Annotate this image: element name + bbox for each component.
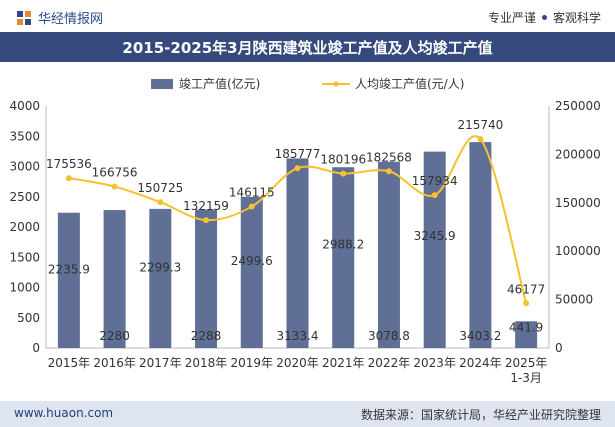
bar-value-label: 3133.4 — [277, 329, 319, 343]
line-value-label: 180196 — [320, 153, 366, 167]
x-tick-label: 2017年 — [139, 356, 182, 370]
line-point — [111, 183, 118, 190]
line-point — [157, 199, 164, 206]
bar-value-label: 3403.2 — [459, 329, 501, 343]
bar — [423, 151, 446, 348]
line-point — [203, 217, 210, 224]
y-right-tick-label: 250000 — [555, 99, 601, 113]
line-point — [385, 168, 392, 175]
x-tick-label: 2016年 — [93, 356, 136, 370]
x-tick-label: 2018年 — [185, 356, 228, 370]
legend-line-label: 人均竣工产值(元/人) — [355, 76, 464, 91]
bar — [149, 208, 172, 348]
y-right-tick-label: 0 — [555, 341, 563, 355]
bar — [57, 212, 80, 348]
line-series-path — [68, 135, 528, 304]
bar-value-label: 2499.6 — [231, 254, 273, 268]
footer-site-link[interactable]: www.huaon.com — [14, 406, 114, 420]
x-tick-label: 2025年 — [505, 356, 548, 370]
x-tick-label: 2015年 — [48, 356, 91, 370]
line-value-label: 182568 — [366, 150, 412, 164]
x-tick-label: 1-3月 — [510, 371, 542, 385]
line-value-label: 132159 — [183, 199, 229, 213]
y-left-tick-label: 0 — [32, 341, 40, 355]
bar — [103, 210, 126, 348]
line-value-label: 215740 — [458, 118, 504, 132]
line-value-label: 157934 — [412, 174, 458, 188]
y-left-tick-label: 3500 — [9, 129, 40, 143]
bar-value-label: 2280 — [99, 329, 130, 343]
line-value-label: 185777 — [275, 147, 321, 161]
line-value-label: 46177 — [507, 282, 545, 296]
x-tick-label: 2020年 — [276, 356, 319, 370]
x-tick-label: 2022年 — [368, 356, 411, 370]
line-value-label: 150725 — [137, 181, 183, 195]
legend-bar-swatch — [151, 79, 173, 89]
bar — [515, 321, 538, 348]
y-left-tick-label: 2000 — [9, 220, 40, 234]
line-point — [477, 136, 484, 143]
bar-value-label: 2235.9 — [48, 263, 90, 277]
bar — [286, 158, 309, 348]
chart-title-bar: 2015-2025年3月陕西建筑业竣工产值及人均竣工产值 — [0, 32, 615, 62]
bar-value-label: 441.9 — [509, 320, 543, 334]
line-value-label: 175536 — [46, 157, 92, 171]
x-tick-label: 2023年 — [413, 356, 456, 370]
y-left-tick-label: 2500 — [9, 190, 40, 204]
separator-dot-icon — [541, 15, 547, 20]
line-point — [248, 203, 255, 210]
legend-bar-label: 竣工产值(亿元) — [179, 76, 260, 91]
brand[interactable]: 华经情报网 — [16, 8, 103, 27]
y-left-tick-label: 4000 — [9, 99, 40, 113]
x-tick-label: 2019年 — [230, 356, 273, 370]
y-right-tick-label: 50000 — [555, 293, 593, 307]
bar-value-label: 2299.3 — [139, 260, 181, 274]
y-left-tick-label: 1000 — [9, 281, 40, 295]
top-bar: 华经情报网 专业严谨 客观科学 — [0, 0, 615, 32]
brand-name: 华经情报网 — [38, 12, 104, 27]
y-right-tick-label: 200000 — [555, 147, 601, 161]
line-value-label: 166756 — [92, 166, 138, 180]
slogan: 专业严谨 客观科学 — [488, 9, 601, 26]
chart-svg: 竣工产值(亿元) 人均竣工产值(元/人) 0 500 1000 1500 2000 2500 3… — [9, 76, 601, 385]
bar — [469, 142, 492, 348]
x-tick-label: 2024年 — [459, 356, 502, 370]
bar-value-label: 3245.9 — [414, 229, 456, 243]
y-right-tick-label: 150000 — [555, 196, 601, 210]
line-value-label: 146115 — [229, 186, 275, 200]
slogan-left: 专业严谨 — [487, 11, 536, 25]
bar-value-label: 3078.8 — [368, 329, 410, 343]
line-point — [523, 300, 530, 307]
bar-value-label: 2288 — [191, 329, 222, 343]
footer-source: 数据来源：国家统计局，华经产业研究院整理 — [360, 408, 601, 422]
bar — [195, 209, 218, 348]
line-point — [340, 170, 347, 177]
y-left-tick-label: 3000 — [9, 160, 40, 174]
bar — [240, 196, 263, 348]
x-tick-label: 2021年 — [322, 356, 365, 370]
line-point — [431, 192, 438, 199]
brand-logo-icon — [17, 10, 31, 25]
slogan-right: 客观科学 — [552, 11, 601, 25]
line-point — [65, 175, 72, 182]
bar — [332, 167, 355, 348]
line-point — [294, 165, 301, 172]
y-left-tick-label: 500 — [17, 311, 40, 325]
footer: www.huaon.com 数据来源：国家统计局，华经产业研究院整理 — [0, 401, 615, 427]
chart-title: 2015-2025年3月陕西建筑业竣工产值及人均竣工产值 — [122, 38, 493, 57]
bar-value-label: 2988.2 — [322, 238, 364, 252]
bar — [377, 161, 400, 348]
y-left-tick-label: 1500 — [9, 250, 40, 264]
y-right-tick-label: 100000 — [555, 244, 601, 258]
legend-line-marker — [333, 81, 339, 87]
